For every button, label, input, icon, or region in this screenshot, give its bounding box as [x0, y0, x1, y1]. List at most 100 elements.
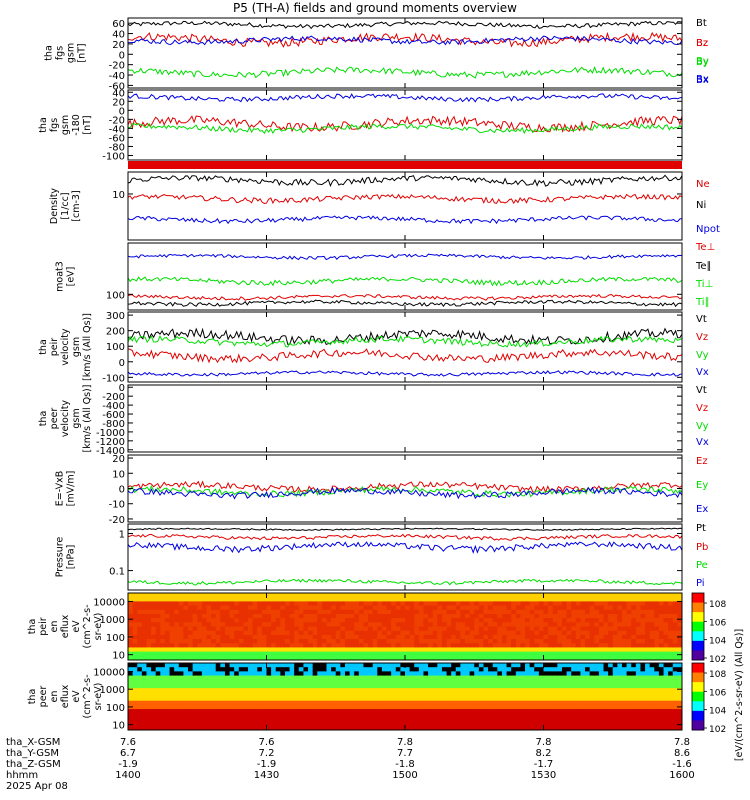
heatmap-cell: [561, 634, 568, 640]
legend-entry: Te∥: [695, 261, 712, 272]
heatmap-cell: [164, 618, 171, 623]
heatmap-cell: [612, 622, 618, 627]
heatmap-cell: [395, 679, 401, 685]
heatmap-cell: [192, 643, 198, 648]
heatmap-cell: [441, 721, 448, 727]
heatmap-cell: [432, 679, 438, 685]
heatmap-cell: [543, 593, 549, 598]
heatmap-cell: [340, 613, 346, 619]
heatmap-cell: [151, 721, 157, 727]
heatmap-cell: [677, 721, 683, 727]
heatmap-cell: [331, 721, 337, 727]
heatmap-cell: [146, 651, 152, 657]
heatmap-cell: [188, 725, 194, 731]
heatmap-cell: [548, 655, 554, 661]
heatmap-cell: [460, 593, 466, 598]
heatmap-cell: [317, 717, 323, 723]
heatmap-cell: [414, 643, 420, 648]
heatmap-cell: [377, 639, 383, 644]
heatmap-cell: [501, 671, 508, 677]
heatmap-cell: [308, 609, 314, 615]
heatmap-cell: [405, 709, 411, 714]
heatmap-cell: [483, 663, 489, 668]
heatmap-cell: [192, 655, 198, 661]
heatmap-cell: [446, 609, 452, 615]
heatmap-cell: [201, 655, 207, 661]
heatmap-cell: [645, 639, 651, 644]
heatmap-cell: [418, 713, 424, 718]
heatmap-cell: [538, 717, 544, 723]
heatmap-cell: [400, 700, 406, 706]
heatmap-cell: [414, 655, 420, 661]
heatmap-cell: [474, 597, 480, 602]
heatmap-cell: [626, 671, 632, 677]
heatmap-cell: [224, 721, 231, 727]
heatmap-cell: [234, 597, 240, 602]
heatmap-cell: [220, 725, 226, 731]
heatmap-cell: [238, 605, 244, 611]
heatmap-cell: [215, 639, 221, 644]
heatmap-cell: [349, 593, 355, 598]
heatmap-cell: [183, 675, 189, 681]
heatmap-cell: [672, 667, 678, 672]
heatmap-cell: [308, 647, 314, 653]
heatmap-cell: [538, 643, 544, 648]
heatmap-cell: [529, 700, 535, 706]
heatmap-cell: [354, 696, 360, 702]
heatmap-cell: [280, 671, 286, 677]
heatmap-cell: [215, 655, 221, 661]
heatmap-cell: [492, 630, 498, 636]
heatmap-cell: [335, 704, 341, 710]
heatmap-cell: [469, 630, 475, 636]
heatmap-cell: [511, 643, 517, 648]
heatmap-cell: [146, 597, 152, 602]
heatmap-cell: [335, 593, 341, 598]
heatmap-cell: [344, 667, 351, 672]
heatmap-cell: [548, 639, 554, 644]
heatmap-cell: [132, 605, 138, 611]
heatmap-cell: [215, 630, 221, 636]
heatmap-cell: [363, 671, 369, 677]
heatmap-cell: [525, 663, 531, 668]
heatmap-cell: [164, 609, 171, 615]
y-axis-label: [mV/m]: [66, 471, 77, 507]
heatmap-cell: [368, 593, 374, 598]
heatmap-cell: [506, 679, 512, 685]
heatmap-cell: [395, 675, 401, 681]
heatmap-cell: [525, 725, 531, 731]
heatmap-cell: [465, 663, 471, 668]
heatmap-cell: [497, 601, 503, 607]
heatmap-cell: [571, 634, 577, 640]
heatmap-cell: [538, 605, 544, 611]
heatmap-cell: [326, 643, 332, 648]
heatmap-cell: [414, 717, 420, 723]
heatmap-cell: [381, 671, 388, 677]
heatmap-cell: [460, 675, 466, 681]
heatmap-cell: [594, 675, 600, 681]
heatmap-cell: [215, 704, 221, 710]
heatmap-cell: [460, 597, 466, 602]
heatmap-cell: [215, 725, 221, 731]
heatmap-cell: [414, 683, 420, 689]
heatmap-cell: [580, 679, 586, 685]
heatmap-cell: [391, 688, 397, 693]
heatmap-cell: [603, 679, 609, 685]
heatmap-cell: [331, 622, 337, 627]
heatmap-cell: [197, 688, 203, 693]
heatmap-cell: [511, 667, 517, 672]
legend-entry: Vz: [696, 403, 708, 414]
heatmap-cell: [160, 663, 166, 668]
heatmap-cell: [658, 618, 665, 623]
heatmap-cell: [414, 725, 420, 731]
heatmap-cell: [501, 696, 508, 702]
heatmap-cell: [631, 634, 637, 640]
heatmap-cell: [137, 709, 143, 714]
heatmap-cell: [298, 700, 304, 706]
heatmap-cell: [215, 597, 221, 602]
heatmap-cell: [280, 688, 286, 693]
heatmap-cell: [188, 671, 194, 677]
heatmap-cell: [308, 700, 314, 706]
heatmap-cell: [271, 683, 277, 689]
heatmap-cell: [151, 630, 157, 636]
heatmap-cell: [160, 679, 166, 685]
